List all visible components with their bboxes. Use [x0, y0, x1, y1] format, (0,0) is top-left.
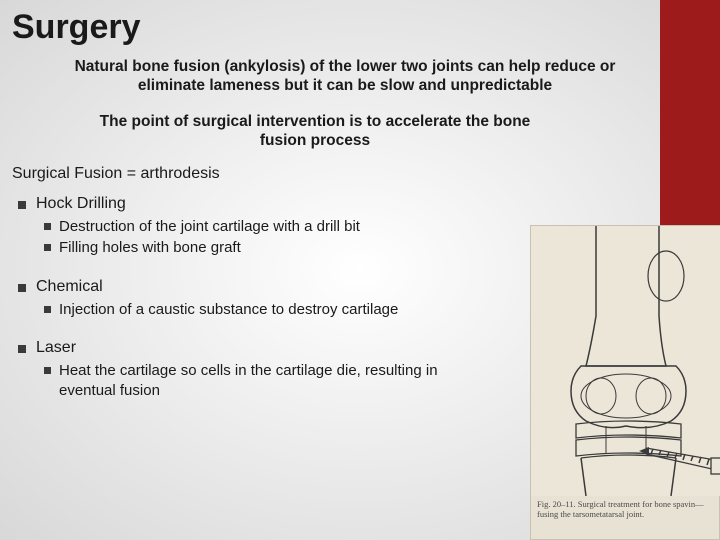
bone-joint-diagram — [531, 226, 720, 496]
square-bullet-icon — [44, 244, 51, 251]
square-bullet-icon — [18, 284, 26, 292]
method-label: Laser — [36, 339, 76, 357]
square-bullet-icon — [18, 201, 26, 209]
method-detail: Destruction of the joint cartilage with … — [59, 217, 360, 237]
square-bullet-icon — [44, 223, 51, 230]
method-label: Hock Drilling — [36, 195, 126, 213]
accent-bar — [660, 0, 720, 225]
method-detail: Filling holes with bone graft — [59, 238, 241, 258]
intro-paragraph-1: Natural bone fusion (ankylosis) of the l… — [0, 47, 720, 96]
figure-illustration: Fig. 20–11. Surgical treatment for bone … — [530, 225, 720, 540]
square-bullet-icon — [18, 345, 26, 353]
method-detail: Injection of a caustic substance to dest… — [59, 300, 398, 320]
method-label: Chemical — [36, 278, 103, 296]
slide-title: Surgery — [0, 0, 720, 47]
intro-paragraph-2: The point of surgical intervention is to… — [0, 96, 720, 151]
subheading: Surgical Fusion = arthrodesis — [0, 151, 720, 183]
square-bullet-icon — [44, 367, 51, 374]
method-detail: Heat the cartilage so cells in the carti… — [59, 361, 444, 400]
figure-caption: Fig. 20–11. Surgical treatment for bone … — [531, 496, 719, 519]
square-bullet-icon — [44, 306, 51, 313]
